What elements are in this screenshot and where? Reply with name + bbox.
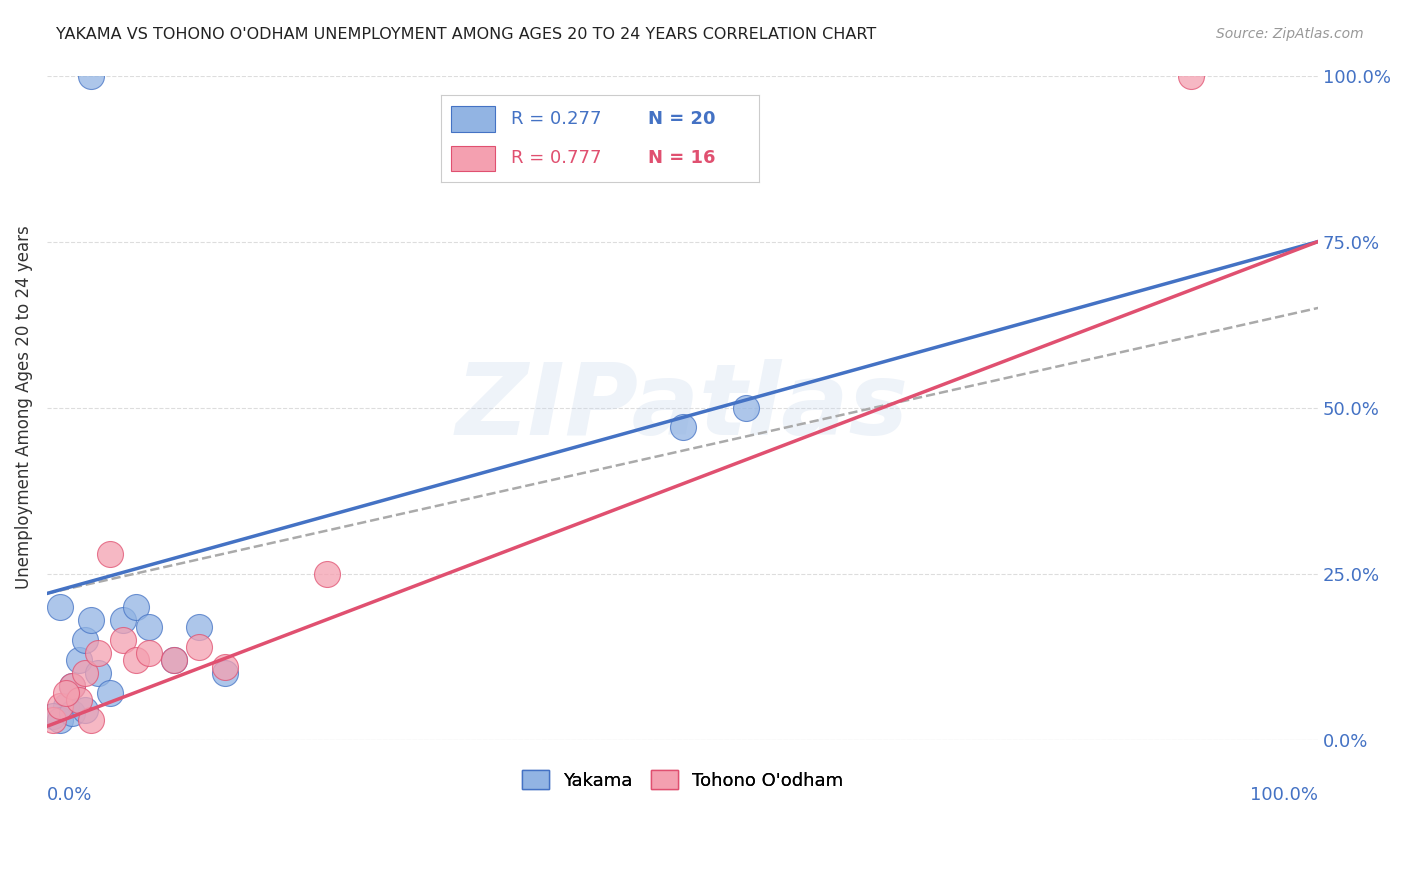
Point	[80, 613, 103, 627]
Point	[87, 646, 110, 660]
Point	[55, 686, 77, 700]
Point	[735, 401, 758, 415]
Point	[73, 703, 96, 717]
Point	[163, 653, 186, 667]
Point	[315, 566, 337, 581]
Text: 0.0%: 0.0%	[46, 786, 93, 804]
Point	[112, 613, 135, 627]
Point	[48, 713, 70, 727]
Point	[55, 699, 77, 714]
Point	[80, 69, 103, 83]
Point	[100, 686, 122, 700]
Point	[87, 666, 110, 681]
Point	[42, 709, 65, 723]
Point	[138, 620, 160, 634]
Point	[67, 692, 90, 706]
Point	[42, 713, 65, 727]
Point	[138, 646, 160, 660]
Point	[1180, 69, 1202, 83]
Text: 100.0%: 100.0%	[1250, 786, 1319, 804]
Point	[671, 420, 693, 434]
Point	[48, 599, 70, 614]
Point	[188, 620, 211, 634]
Point	[80, 713, 103, 727]
Text: YAKAMA VS TOHONO O'ODHAM UNEMPLOYMENT AMONG AGES 20 TO 24 YEARS CORRELATION CHAR: YAKAMA VS TOHONO O'ODHAM UNEMPLOYMENT AM…	[56, 27, 876, 42]
Point	[125, 653, 148, 667]
Point	[60, 706, 83, 720]
Point	[67, 653, 90, 667]
Point	[125, 599, 148, 614]
Point	[214, 659, 236, 673]
Text: ZIPatlas: ZIPatlas	[456, 359, 910, 456]
Text: Source: ZipAtlas.com: Source: ZipAtlas.com	[1216, 27, 1364, 41]
Point	[60, 680, 83, 694]
Point	[60, 680, 83, 694]
Point	[73, 666, 96, 681]
Point	[100, 547, 122, 561]
Point	[48, 699, 70, 714]
Point	[163, 653, 186, 667]
Point	[214, 666, 236, 681]
Point	[188, 640, 211, 654]
Legend: Yakama, Tohono O'odham: Yakama, Tohono O'odham	[515, 764, 851, 797]
Y-axis label: Unemployment Among Ages 20 to 24 years: Unemployment Among Ages 20 to 24 years	[15, 226, 32, 590]
Point	[73, 632, 96, 647]
Point	[112, 632, 135, 647]
